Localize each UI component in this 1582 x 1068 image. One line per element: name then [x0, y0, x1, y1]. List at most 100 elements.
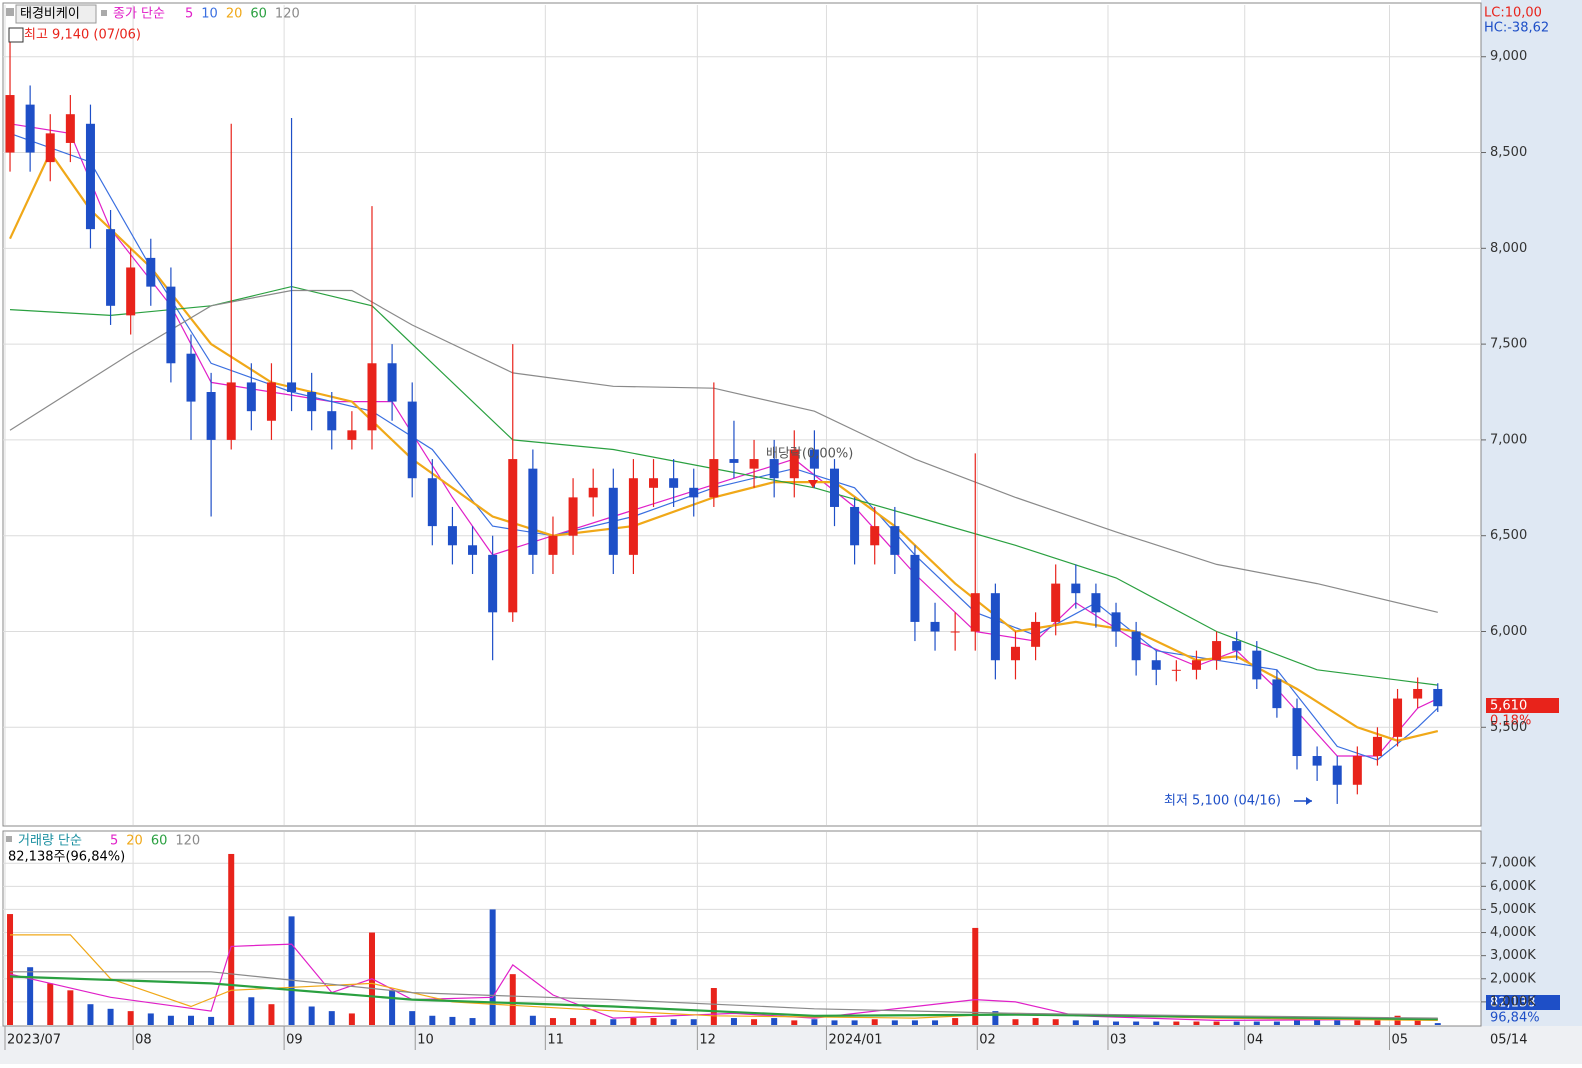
candle-body	[1031, 621, 1041, 647]
candle-body	[287, 382, 297, 393]
volume-bar	[288, 916, 295, 1025]
marks	[5, 29, 1443, 1025]
legend-entry: 5	[110, 834, 118, 849]
candle-body	[407, 401, 417, 479]
candle-body	[1352, 756, 1362, 785]
volume-bar	[27, 967, 34, 1025]
candle-body	[508, 459, 518, 613]
candle-body	[1171, 669, 1181, 671]
candle-body	[387, 363, 397, 402]
candle-body	[649, 478, 659, 488]
volume-title: 거래량 단순	[18, 834, 82, 849]
candle-body	[367, 363, 377, 431]
volume-bar	[610, 1019, 617, 1025]
volume-bar	[1294, 1020, 1301, 1025]
volume-bar	[570, 1018, 577, 1025]
ratio-label: 96,84%	[1490, 1011, 1540, 1026]
volume-bar	[1113, 1021, 1120, 1025]
volume-bar	[1434, 1023, 1441, 1025]
x-tick-label: 2024/01	[828, 1033, 882, 1048]
candle-body	[45, 133, 55, 163]
candle-body	[548, 535, 558, 555]
volume-bar	[690, 1019, 697, 1025]
volume-bar	[1253, 1021, 1260, 1025]
volume-bar	[529, 1015, 536, 1025]
volume-bar	[972, 927, 979, 1025]
volume-bar	[911, 1020, 918, 1025]
candle-body	[307, 392, 317, 412]
candle-body	[327, 411, 337, 431]
ma-line	[9, 289, 1438, 613]
volume-bar	[1193, 1021, 1200, 1025]
hc-label: HC:-38,62	[1484, 21, 1549, 36]
volume-bar	[127, 1011, 134, 1025]
stock-title: 태경비케이	[20, 7, 80, 22]
volume-bar	[791, 1020, 798, 1025]
candle-body	[347, 430, 357, 440]
y-tick-label: 2,000K	[1490, 971, 1536, 986]
candle-body	[1191, 660, 1201, 670]
volume-bar	[891, 1020, 898, 1025]
x-tick-label: 05	[1392, 1033, 1409, 1048]
legend-entry: 120	[275, 7, 300, 22]
y-tick-label: 5,500	[1490, 720, 1527, 735]
volume-bar	[489, 909, 496, 1025]
candle-body	[689, 487, 699, 498]
volume-bar	[1213, 1021, 1220, 1025]
candle-body	[749, 459, 759, 469]
volume-bar	[1092, 1020, 1099, 1025]
volume-bar	[429, 1015, 436, 1025]
volume-bar	[1374, 1020, 1381, 1025]
y-tick-label: 5,000K	[1490, 902, 1536, 917]
y-tick-label: 7,500	[1490, 337, 1527, 352]
y-tick-label: 3,000K	[1490, 948, 1536, 963]
volume-bar	[1072, 1020, 1079, 1025]
volume-bar	[268, 1004, 275, 1025]
ma-line	[9, 285, 1438, 686]
volume-frame	[2, 830, 1482, 1027]
x-tick-label: 04	[1247, 1033, 1264, 1048]
legend-entry: 20	[226, 7, 243, 22]
volume-bar	[1052, 1019, 1059, 1025]
volume-bar	[348, 1013, 355, 1025]
volume-bar	[449, 1016, 456, 1025]
x-axis-bg	[0, 1026, 1582, 1064]
candle-body	[226, 382, 236, 440]
volume-bar	[147, 1013, 154, 1025]
x-tick-label: 09	[286, 1033, 303, 1048]
candle-body	[709, 459, 719, 498]
candle-body	[1151, 660, 1161, 670]
candle-body	[266, 382, 276, 421]
volume-bar	[308, 1006, 315, 1025]
candle-body	[106, 229, 116, 306]
candle-body	[5, 95, 15, 153]
last-volume: 82,138	[1490, 996, 1536, 1011]
candle-body	[488, 554, 498, 613]
ma-line	[9, 975, 1438, 1021]
volume-bar	[1133, 1021, 1140, 1025]
y-tick-label: 6,500	[1490, 528, 1527, 543]
y-tick-label: 8,500	[1490, 145, 1527, 160]
volume-bar	[1273, 1021, 1280, 1025]
volume-bar	[771, 1018, 778, 1025]
x-tick-label: 2023/07	[7, 1033, 61, 1048]
candle-body	[468, 545, 478, 555]
candle-body	[568, 497, 578, 536]
candle-body	[870, 526, 880, 546]
legend-entry: 60	[250, 7, 267, 22]
volume-bar	[670, 1019, 677, 1025]
volume-bar	[1354, 1020, 1361, 1025]
candle-body	[25, 104, 35, 153]
volume-bar	[107, 1008, 114, 1025]
y-tick-label: 8,000	[1490, 241, 1527, 256]
volume-bar	[1012, 1019, 1019, 1025]
last-volume-box	[1486, 995, 1560, 1010]
volume-bar	[851, 1020, 858, 1025]
y-tick-label: 6,000K	[1490, 879, 1536, 894]
legend-icon	[101, 10, 107, 16]
x-tick-label: 08	[135, 1033, 152, 1048]
volume-bar	[7, 914, 14, 1025]
y-tick-label: 1,000K	[1490, 994, 1536, 1009]
volume-bar	[87, 1004, 94, 1025]
candle-body	[1131, 631, 1141, 661]
